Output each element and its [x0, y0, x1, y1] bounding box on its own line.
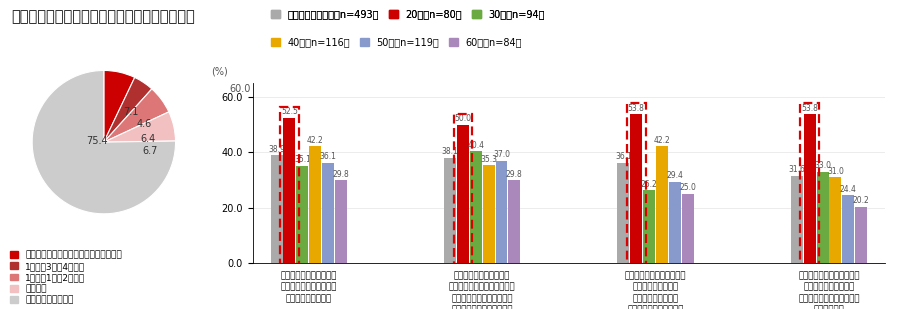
Bar — [854, 207, 866, 263]
Text: 24.4: 24.4 — [839, 185, 856, 194]
Text: 53.8: 53.8 — [627, 104, 644, 113]
Text: 6.4: 6.4 — [141, 133, 156, 144]
Bar — [815, 172, 828, 263]
Text: 7.1: 7.1 — [124, 107, 139, 117]
Text: 60.0: 60.0 — [229, 84, 251, 94]
Bar — [444, 158, 456, 263]
Text: 38.9: 38.9 — [268, 145, 285, 154]
Bar — [308, 146, 321, 263]
Text: 53.8: 53.8 — [800, 104, 817, 113]
Text: 38.1: 38.1 — [441, 147, 458, 156]
Text: 42.2: 42.2 — [307, 136, 323, 145]
Text: 31.6: 31.6 — [787, 165, 805, 174]
Bar — [842, 195, 853, 263]
Bar — [681, 194, 693, 263]
Text: 37.0: 37.0 — [492, 150, 510, 159]
Bar — [335, 180, 346, 263]
Text: 29.8: 29.8 — [505, 170, 522, 179]
Legend: 40代（n=116）, 50代（n=119）, 60代（n=84）: 40代（n=116）, 50代（n=119）, 60代（n=84） — [271, 37, 521, 47]
Bar — [456, 125, 468, 263]
Bar — [508, 180, 520, 263]
Text: 75.4: 75.4 — [86, 136, 107, 146]
Bar — [296, 166, 308, 263]
Bar — [642, 190, 655, 263]
Bar — [829, 177, 841, 263]
Bar — [803, 114, 815, 263]
Wedge shape — [104, 70, 134, 142]
Text: 36.1: 36.1 — [614, 152, 631, 162]
Legend: リモートワーカー（n=493）, 20代（n=80）, 30代（n=94）: リモートワーカー（n=493）, 20代（n=80）, 30代（n=94） — [271, 10, 544, 19]
Bar — [656, 146, 667, 263]
Legend: 全て在宅勤務・リモートワークにて勤務, 1週間に3日〜4日程度, 1週間に1日〜2日程度, それ以下, 全く実施していない: 全て在宅勤務・リモートワークにて勤務, 1週間に3日〜4日程度, 1週間に1日〜… — [10, 251, 122, 305]
Text: 36.1: 36.1 — [319, 152, 336, 162]
Bar — [271, 155, 282, 263]
Bar — [630, 114, 641, 263]
Text: 50.0: 50.0 — [454, 114, 471, 123]
Text: 29.4: 29.4 — [666, 171, 683, 180]
Bar — [482, 165, 494, 263]
Bar — [469, 151, 481, 263]
Wedge shape — [32, 70, 175, 214]
Bar — [322, 163, 334, 263]
Text: 35.3: 35.3 — [480, 155, 497, 164]
Text: 25.0: 25.0 — [678, 183, 695, 192]
Bar — [617, 163, 629, 263]
Text: 29.8: 29.8 — [332, 170, 349, 179]
Text: (%): (%) — [210, 66, 227, 76]
Bar — [668, 182, 680, 263]
Wedge shape — [104, 89, 169, 142]
Text: 40.4: 40.4 — [466, 141, 483, 150]
Bar — [283, 118, 295, 263]
Bar — [495, 161, 507, 263]
Text: ［図９］リモートワークによる体調管理の変化: ［図９］リモートワークによる体調管理の変化 — [11, 9, 194, 24]
Text: 52.5: 52.5 — [281, 107, 298, 116]
Text: 31.0: 31.0 — [826, 167, 843, 176]
Text: 35.1: 35.1 — [293, 155, 310, 164]
Text: 20.2: 20.2 — [851, 196, 869, 205]
Text: 4.6: 4.6 — [136, 119, 152, 129]
Text: 33.0: 33.0 — [814, 161, 830, 170]
Text: 6.7: 6.7 — [143, 146, 158, 156]
Wedge shape — [104, 78, 152, 142]
Wedge shape — [104, 112, 175, 142]
Text: 26.2: 26.2 — [640, 180, 657, 189]
Bar — [790, 176, 802, 263]
Text: 42.2: 42.2 — [653, 136, 669, 145]
